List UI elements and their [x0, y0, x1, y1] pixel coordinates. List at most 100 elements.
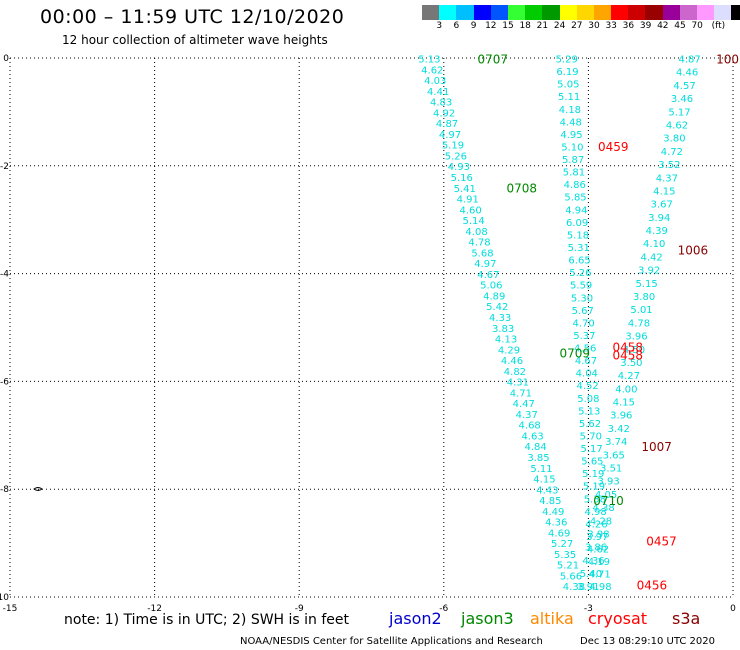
color-scale-label: 30 — [588, 21, 600, 31]
y-tick-label: -10 — [0, 593, 9, 603]
y-tick-label: 0 — [3, 54, 9, 64]
wave-height-value: 4.62 — [587, 545, 609, 556]
wave-height-value: 5.29 — [556, 55, 578, 66]
color-swatch — [611, 5, 629, 20]
wave-height-value: 5.17 — [580, 444, 602, 455]
wave-height-value: 4.19 — [588, 557, 610, 568]
wave-height-value: 3.85 — [527, 453, 549, 464]
wave-height-value: 6.19 — [556, 67, 578, 78]
station-marker — [33, 487, 43, 491]
wave-height-value: 3.67 — [651, 200, 673, 211]
wave-height-value: 4.70 — [572, 318, 594, 329]
pass-time-label: 1007 — [641, 440, 672, 454]
wave-height-value: 3.92 — [638, 266, 660, 277]
wave-height-value: 6.09 — [566, 218, 588, 229]
wave-height-value: 5.21 — [557, 561, 579, 572]
wave-height-value: 3.50 — [620, 358, 642, 369]
wave-height-value: 4.37 — [516, 410, 538, 421]
wave-height-value: 4.78 — [468, 238, 490, 249]
color-scale-label: 15 — [502, 21, 514, 31]
wave-height-value: 4.94 — [565, 205, 587, 216]
wave-height-value: 4.36 — [582, 556, 604, 567]
wave-height-value: 4.08 — [465, 227, 487, 238]
color-swatch — [473, 5, 491, 20]
wave-height-value: 3.80 — [633, 292, 655, 303]
wave-height-value: 4.49 — [542, 507, 564, 518]
wave-height-value: 3.51 — [600, 463, 622, 474]
wave-height-value: 5.27 — [551, 539, 573, 550]
wave-height-value: 4.39 — [646, 226, 668, 237]
wave-height-value: 4.86 — [564, 180, 586, 191]
wave-height-value: 5.81 — [563, 168, 585, 179]
y-tick-label: -6 — [0, 377, 9, 387]
wave-height-value: 4.46 — [501, 356, 523, 367]
color-swatch — [576, 5, 594, 20]
color-scale-label: (ft) — [711, 21, 726, 31]
wave-height-value: 4.10 — [643, 239, 665, 250]
wave-height-value: 4.28 — [590, 516, 612, 527]
legend-item-jason2: jason2 — [389, 609, 442, 628]
color-scale-label: 18 — [519, 21, 531, 31]
wave-height-value: 4.04 — [576, 369, 598, 380]
wave-height-value: 6.65 — [568, 256, 590, 267]
legend-item-altika: altika — [530, 609, 574, 628]
wave-height-value: 5.15 — [635, 279, 657, 290]
track-jason3: 5.134.624.034.414.834.924.874.975.195.26… — [418, 55, 585, 594]
wave-height-value: 4.48 — [560, 117, 582, 128]
wave-height-value: 4.15 — [653, 186, 675, 197]
pass-time-label: 0708 — [506, 181, 537, 195]
wave-height-value: 4.00 — [615, 384, 637, 395]
wave-height-value: 4.36 — [545, 518, 567, 529]
wave-height-value: 4.72 — [661, 147, 683, 158]
track-cryosat: 5.296.19 5.055.11 4.184.48 4.955.10 5.87 5.81… — [556, 55, 612, 594]
wave-height-value: 5.13 — [578, 406, 600, 417]
wave-height-value: 4.31 — [507, 378, 529, 389]
wave-height-value: 4.91 — [457, 195, 479, 206]
wave-height-value: 5.05 — [557, 80, 579, 91]
wave-height-value: 4.27 — [618, 371, 640, 382]
wave-height-value: 5.19 — [582, 469, 604, 480]
wave-height-value: 3.52 — [658, 160, 680, 171]
wave-height-value: 4.83 — [430, 98, 452, 109]
credit-line: NOAA/NESDIS Center for Satellite Applica… — [240, 636, 543, 647]
legend-item-jason3: jason3 — [461, 609, 514, 628]
wave-height-value: 4.71 — [510, 388, 532, 399]
wave-height-value: 4.89 — [483, 291, 505, 302]
color-scale-label: 9 — [470, 21, 477, 31]
wave-height-value: 5.19 — [583, 482, 605, 493]
pass-time-label: 100 — [716, 53, 739, 67]
wave-height-value: 4.87 — [678, 55, 700, 66]
wave-height-value: 5.65 — [581, 457, 603, 468]
wave-height-value: 5.08 — [577, 394, 599, 405]
x-tick-label: -15 — [3, 604, 18, 614]
wave-height-value: 5.40 — [580, 569, 602, 580]
wave-height-value: 5.30 — [571, 293, 593, 304]
pass-time-label: 0710 — [593, 494, 624, 508]
grid-lines — [9, 57, 734, 598]
pass-time-label: 0459 — [598, 140, 629, 154]
color-swatch — [422, 5, 440, 20]
wave-height-value: 4.26 — [585, 519, 607, 530]
color-swatch — [679, 5, 697, 20]
color-swatch — [559, 5, 577, 20]
wave-height-value: 5.01 — [630, 305, 652, 316]
wave-height-value: 3.96 — [625, 332, 647, 343]
wave-height-value: 3.98 — [587, 529, 609, 540]
wave-height-value: 3.96 — [610, 411, 632, 422]
pass-time-label: 0707 — [478, 53, 509, 67]
wave-height-value: 5.31 — [568, 243, 590, 254]
pass-time-label: 0458 — [613, 340, 644, 354]
wave-height-value: 5.68 — [471, 248, 493, 259]
wave-height-value: 4.38 — [563, 582, 585, 593]
wave-height-value: 4.41 — [427, 87, 449, 98]
wave-height-value: 4.87 — [436, 119, 458, 130]
wave-height-value: 4.92 — [433, 108, 455, 119]
wave-height-value: 4.38 — [592, 503, 614, 514]
wave-height-value: 4.13 — [495, 335, 517, 346]
wave-height-value: 4.84 — [524, 442, 546, 453]
wave-height-value: 4.33 — [489, 313, 511, 324]
x-tick-label: -12 — [147, 604, 162, 614]
wave-height-value: 4.97 — [474, 259, 496, 270]
wave-height-value: 5.14 — [462, 216, 484, 227]
altimeter-tracks: 5.134.624.034.414.834.924.874.975.195.26… — [418, 55, 701, 594]
